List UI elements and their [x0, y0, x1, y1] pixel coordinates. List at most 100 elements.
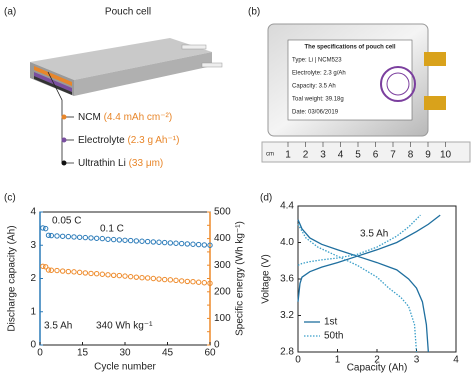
x-tick-label: 60 — [204, 348, 216, 359]
point — [40, 263, 46, 269]
point — [65, 233, 72, 240]
point — [93, 235, 100, 241]
y-tick-label: 1 — [30, 306, 36, 317]
spec-line: Date: 03/06/2019 — [292, 110, 339, 116]
line — [297, 214, 441, 353]
point — [76, 234, 83, 240]
ruler-number: 4 — [338, 150, 344, 161]
point — [127, 273, 134, 280]
point — [76, 269, 83, 276]
point — [173, 240, 179, 246]
y-axis-title: Voltage (V) — [261, 254, 272, 303]
spec-line: Type: Li | NCM523 — [292, 58, 342, 64]
point — [71, 234, 77, 240]
annotation: 0.1 C — [100, 224, 124, 235]
y2-tick-label: 400 — [214, 233, 231, 244]
spec-title: The specifications of pouch cell — [304, 45, 395, 51]
point — [99, 235, 106, 242]
y-tick-label: 2 — [30, 273, 36, 284]
x-tick-label: 15 — [77, 348, 89, 359]
ruler-number: 9 — [425, 150, 431, 161]
legend-label: 1st — [324, 317, 338, 328]
point — [195, 241, 202, 248]
annotation: 3.5 Ah — [44, 321, 72, 332]
y-tick-label: 4.0 — [280, 237, 294, 248]
annotation: 3.5 Ah — [360, 229, 388, 240]
point — [82, 234, 89, 241]
point — [88, 235, 94, 241]
y-axis-title: Discharge capacity (Ah) — [7, 225, 18, 331]
point — [122, 237, 128, 243]
point — [127, 237, 134, 244]
pouch-photo — [261, 23, 471, 163]
layer-label: NCM (4.4 mAh cm⁻²) — [78, 112, 172, 123]
point — [116, 237, 123, 243]
point — [184, 241, 191, 247]
point — [88, 270, 94, 277]
spec-line: Electrolyte: 2.3 g/Ah — [292, 71, 346, 77]
y-tick-label: 3.6 — [280, 274, 294, 285]
point — [167, 277, 174, 283]
point — [45, 267, 52, 273]
layer-label: Ultrathin Li (33 μm) — [78, 158, 163, 169]
y-tick-label: 3 — [30, 240, 36, 251]
spec-line: Capacity: 3.5 Ah — [292, 84, 336, 90]
ruler-number: 8 — [408, 150, 414, 161]
point — [99, 271, 106, 277]
point — [190, 241, 196, 247]
point — [167, 240, 174, 246]
point — [190, 278, 196, 285]
point — [207, 242, 213, 248]
point — [59, 268, 66, 274]
layer-label: Electrolyte (2.3 g Ah⁻¹) — [78, 135, 179, 146]
ruler-number: 10 — [440, 150, 452, 161]
point — [178, 240, 185, 247]
point — [150, 239, 157, 245]
panel-label: (d) — [260, 193, 272, 204]
point — [133, 238, 140, 244]
x-tick-label: 0 — [295, 355, 301, 366]
x-tick-label: 30 — [119, 348, 131, 359]
x-tick-label: 4 — [453, 355, 459, 366]
y2-tick-label: 300 — [214, 260, 231, 271]
point — [54, 267, 60, 274]
point — [133, 274, 140, 280]
point — [144, 275, 151, 281]
point — [156, 276, 162, 282]
ruler-number: 7 — [390, 150, 396, 161]
point — [110, 236, 117, 243]
point — [122, 273, 128, 279]
y2-axis-title: Specific energy (Wh kg⁻¹) — [235, 221, 246, 336]
point — [54, 233, 60, 239]
point — [201, 280, 208, 286]
point — [71, 269, 77, 275]
pouch-schematic — [30, 38, 223, 166]
y-tick-label: 4 — [30, 207, 36, 218]
y-tick-label: 0 — [30, 340, 36, 351]
panel-b-texts: Type: Li | NCM523 Electrolyte: 2.3 g/Ah Ca… — [285, 58, 451, 161]
point — [42, 264, 49, 270]
point — [156, 239, 162, 245]
ruler-number: 3 — [320, 150, 326, 161]
y-tick-label: 2.8 — [280, 347, 294, 358]
point — [105, 272, 111, 278]
x-tick-label: 2 — [374, 355, 380, 366]
point — [42, 225, 49, 232]
point — [110, 272, 117, 279]
point — [207, 280, 213, 286]
point — [150, 275, 157, 282]
point — [45, 232, 52, 238]
point — [173, 277, 179, 284]
point — [65, 268, 72, 275]
x-tick-label: 3 — [414, 355, 420, 366]
point — [161, 239, 168, 246]
spec-line: Toal weight: 39.18g — [292, 97, 344, 103]
point — [48, 232, 55, 239]
legend-label: 50th — [324, 331, 343, 342]
line — [297, 214, 421, 353]
ruler-number: 2 — [303, 150, 309, 161]
panel-label: (c) — [4, 193, 16, 204]
point — [93, 271, 100, 277]
